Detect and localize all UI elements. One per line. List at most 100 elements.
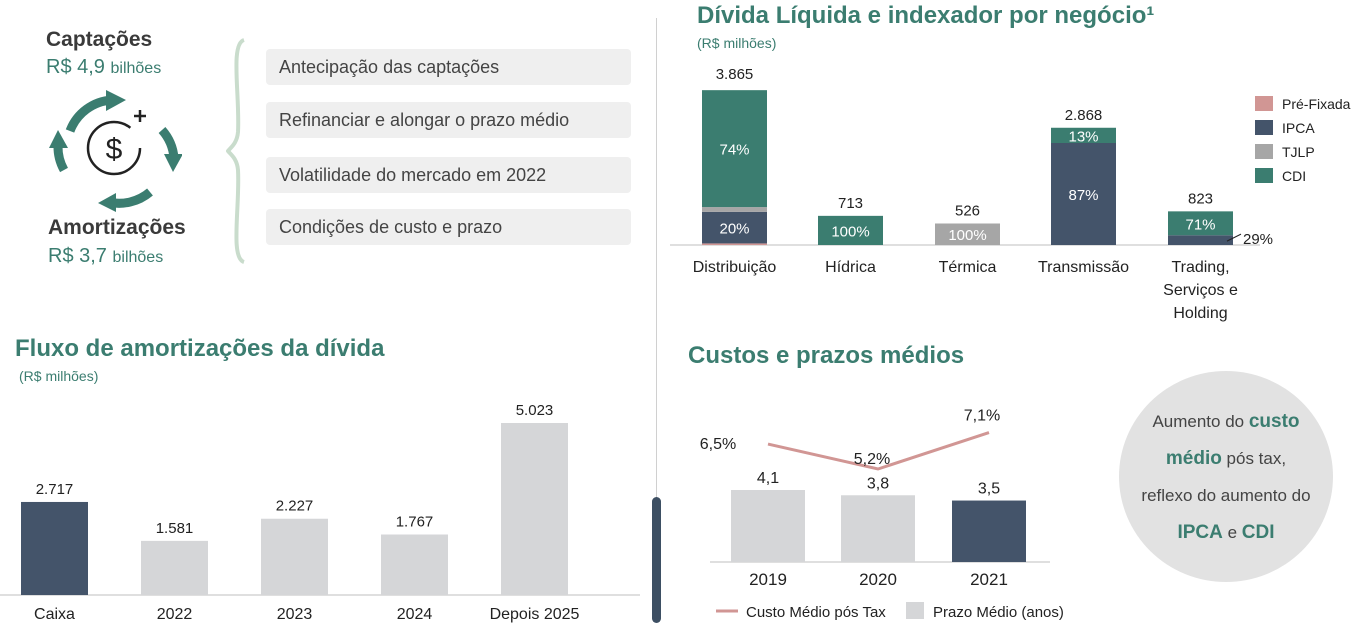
category-label: Depois 2025 [490,606,580,623]
bar [501,423,568,595]
legend-label: TJLP [1282,144,1315,160]
amortizacoes-title: Amortizações [48,216,186,239]
cost-line [767,431,990,471]
amortizacoes-value: R$ 3,7 bilhões [48,245,163,268]
stacked-bar-segment [702,90,767,208]
bar [141,540,208,595]
captacoes-unit: bilhões [110,60,162,77]
category-label: Térmica [939,259,997,276]
legend-label: IPCA [1282,120,1315,136]
bar [381,534,448,595]
reason-item: Volatilidade do mercado em 2022 [266,157,631,193]
legend-swatch [1255,168,1273,183]
scrollbar-thumb[interactable] [652,497,661,623]
section-divider [656,18,657,618]
curly-brace [226,38,246,264]
category-label: 2021 [970,570,1008,589]
stacked-bar-segment [702,243,767,245]
net-debt-chart-subtitle: (R$ milhões) [697,35,777,51]
category-label: 2024 [397,606,433,623]
total-label: 823 [1188,190,1213,207]
leader-line [1226,233,1242,242]
category-label: 2019 [749,570,787,589]
net-debt-chart-title: Dívida Líquida e indexador por negócio¹ [697,2,1155,29]
cost-chart-title: Custos e prazos médios [688,342,965,369]
bar-value-label: 3,8 [867,475,889,492]
segment-label: 20% [719,221,749,238]
refinancing-cycle-icon: $ [49,90,182,212]
total-label: 3.865 [716,66,754,83]
bar [841,495,915,562]
line-value-label: 7,1% [964,408,1000,425]
category-label: 2020 [859,570,897,589]
bar-value-label: 1.581 [156,520,194,537]
legend-swatch [906,602,924,619]
category-label: 2023 [277,606,313,623]
legend-label: Custo Médio pós Tax [746,604,886,621]
segment-label: 100% [831,223,869,240]
bar-value-label: 5.023 [516,402,554,419]
category-label: Trading, [1171,259,1229,276]
bar-value-label: 1.767 [396,513,434,530]
reason-item: Condições de custo e prazo [266,209,631,245]
category-label: Caixa [34,606,75,623]
bar [261,518,328,595]
stacked-bar-segment [818,215,883,245]
captacoes-amount: R$ 4,9 [46,56,105,78]
segment-label: 29% [1243,231,1273,248]
stacked-bar-segment [1051,142,1116,245]
bar [952,500,1026,562]
bar [21,501,88,595]
legend-swatch [1255,120,1273,135]
stacked-bar-segment [1168,235,1233,245]
cost-increase-note: Aumento do custo médio pós tax, reflexo … [1119,371,1333,582]
segment-label: 100% [948,227,986,244]
segment-label: 13% [1068,128,1098,145]
stacked-bar-segment [702,207,767,212]
captacoes-title: Captações [46,28,153,51]
net-debt-stacked-chart: 20% 74% 3.865 100% 713 100% 526 87% 13% 2.868 29% 7… [670,66,1351,322]
bar-value-label: 4,1 [757,470,779,487]
line-value-label: 5,2% [854,451,890,468]
note-text: e [1222,522,1242,542]
amortizacoes-unit: bilhões [112,249,164,266]
segment-label: 74% [719,142,749,159]
segment-label: 87% [1068,187,1098,204]
legend-swatch [1255,96,1273,111]
stacked-bar-segment [1168,211,1233,236]
note-text: reflexo do aumento do [1141,485,1311,505]
line-value-label: 6,5% [700,436,736,453]
category-label: Holding [1173,305,1227,322]
amortization-chart-subtitle: (R$ milhões) [19,368,99,384]
note-highlight: IPCA [1177,521,1223,543]
total-label: 713 [838,195,863,212]
reason-item: Antecipação das captações [266,49,631,85]
legend-swatch [1255,144,1273,159]
bar-value-label: 2.717 [36,481,74,498]
note-text: pós tax, [1221,448,1287,468]
bar [731,490,805,562]
svg-text:$: $ [106,133,123,166]
stacked-bar-segment [1051,127,1116,143]
reason-item: Refinanciar e alongar o prazo médio [266,102,631,138]
segment-label: 71% [1185,216,1215,233]
amortization-chart-title: Fluxo de amortizações da dívida [15,335,385,362]
legend-label: Pré-Fixada [1282,96,1351,112]
legend-label: CDI [1282,168,1306,184]
stacked-bar-segment [935,223,1000,245]
note-highlight: custo [1248,410,1300,432]
bar-value-label: 3,5 [978,481,1000,498]
legend-label: Prazo Médio (anos) [933,604,1064,621]
amortization-bar-chart: 2.717 Caixa 1.581 2022 2.227 2023 1.767 2024 5.0… [0,402,640,623]
note-highlight: CDI [1241,521,1275,543]
category-label: 2022 [157,606,193,623]
note-text: Aumento do [1152,411,1249,431]
note-highlight: médio [1165,447,1222,469]
total-label: 526 [955,202,980,219]
category-label: Transmissão [1038,259,1129,276]
stacked-bar-segment [702,211,767,244]
category-label: Hídrica [825,259,876,276]
amortizacoes-amount: R$ 3,7 [48,245,107,267]
category-label: Distribuição [693,259,777,276]
category-label: Serviços e [1163,282,1238,299]
